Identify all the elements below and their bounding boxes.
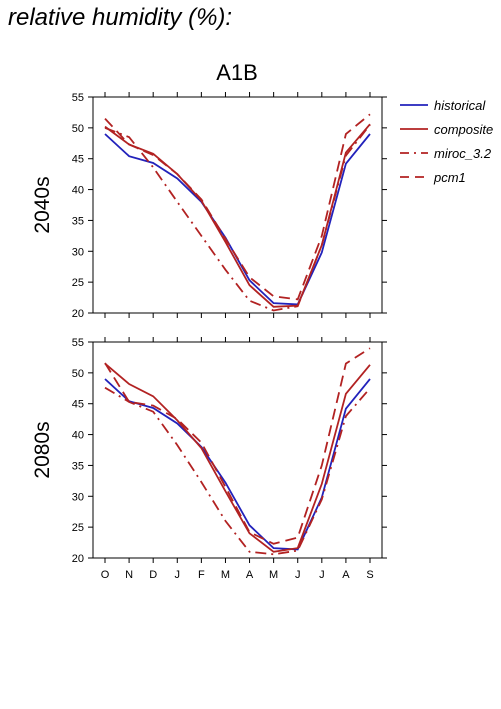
x-tick-label: S bbox=[366, 569, 373, 581]
x-tick-label: O bbox=[101, 569, 110, 581]
legend: historical composite miroc_3.2 pcm1 bbox=[400, 98, 493, 185]
panel-2040s: 20 25 30 35 40 45 50 55 2040s bbox=[31, 92, 387, 320]
y-tick-label: 40 bbox=[72, 185, 84, 197]
series-line-historical bbox=[104, 133, 371, 306]
series-line-composite bbox=[104, 362, 371, 553]
x-tick-label: A bbox=[246, 569, 254, 581]
x-tick-label: N bbox=[125, 569, 133, 581]
y-tick-label: 45 bbox=[72, 154, 84, 166]
y-tick-label: 35 bbox=[72, 215, 84, 227]
page-title: relative humidity (%): bbox=[8, 4, 233, 31]
panel-label: 2080s bbox=[31, 421, 54, 478]
chart-title: A1B bbox=[216, 60, 258, 85]
legend-label: pcm1 bbox=[433, 170, 466, 185]
y-tick-label: 50 bbox=[72, 123, 84, 135]
y-tick-label: 50 bbox=[72, 368, 84, 380]
y-tick-label: 20 bbox=[72, 308, 84, 320]
y-tick-label: 30 bbox=[72, 246, 84, 258]
legend-label: historical bbox=[434, 98, 486, 113]
plot-frame bbox=[92, 96, 383, 314]
legend-label: composite bbox=[434, 122, 493, 137]
y-tick-label: 45 bbox=[72, 399, 84, 411]
x-tick-label: M bbox=[221, 569, 230, 581]
x-tick-label: J bbox=[319, 569, 325, 581]
x-tick-label: F bbox=[198, 569, 205, 581]
plot-frame bbox=[92, 341, 383, 559]
y-tick-label: 35 bbox=[72, 460, 84, 472]
y-tick-label: 55 bbox=[72, 337, 84, 349]
x-tick-label: M bbox=[269, 569, 278, 581]
series-line-pcm1 bbox=[104, 347, 371, 545]
x-tick-label: A bbox=[342, 569, 350, 581]
legend-label: miroc_3.2 bbox=[434, 146, 492, 161]
series-line-miroc-3-2 bbox=[104, 124, 371, 312]
y-tick-label: 20 bbox=[72, 553, 84, 565]
y-tick-label: 30 bbox=[72, 491, 84, 503]
y-tick-label: 55 bbox=[72, 92, 84, 104]
panel-2080s: 20 25 30 35 40 45 50 55 2080s bbox=[31, 337, 387, 565]
y-tick-label: 25 bbox=[72, 522, 84, 534]
series-line-miroc-3-2 bbox=[104, 386, 371, 556]
x-tick-label: J bbox=[175, 569, 181, 581]
x-tick-label: J bbox=[295, 569, 301, 581]
y-tick-label: 40 bbox=[72, 430, 84, 442]
x-tick-label: D bbox=[149, 569, 157, 581]
series-line-pcm1 bbox=[104, 113, 371, 301]
chart-panels: 20 25 30 35 40 45 50 55 2040s 20 25 30 35 40 45 50 55 208… bbox=[31, 92, 387, 581]
panel-label: 2040s bbox=[31, 176, 54, 233]
y-tick-label: 25 bbox=[72, 277, 84, 289]
